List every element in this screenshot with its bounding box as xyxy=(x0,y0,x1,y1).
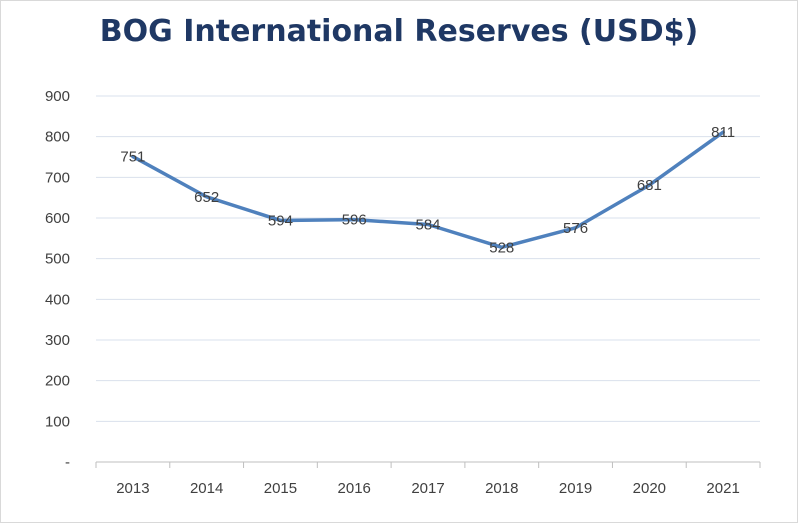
x-tick-label: 2017 xyxy=(411,480,444,497)
x-tick-label: 2013 xyxy=(116,480,149,497)
x-tick-label: 2020 xyxy=(633,480,666,497)
y-tick-label: 400 xyxy=(45,291,70,308)
gridlines xyxy=(96,95,760,422)
data-label: 528 xyxy=(489,239,514,256)
x-tick-label: 2015 xyxy=(264,480,297,497)
data-label: 584 xyxy=(415,217,440,234)
data-label: 811 xyxy=(711,124,735,141)
data-label: 576 xyxy=(563,220,588,237)
y-tick-label: 600 xyxy=(45,210,70,227)
y-tick-label: - xyxy=(65,454,70,471)
y-tick-label: 200 xyxy=(45,373,70,390)
x-axis-ticks: 2013 2014 2015 2016 2017 2018 2019 2020 2021 xyxy=(116,480,740,497)
y-axis-ticks: - 100 200 300 400 500 600 700 800 900 xyxy=(45,88,70,471)
data-label: 596 xyxy=(342,212,367,229)
y-tick-label: 100 xyxy=(45,413,70,430)
series-group xyxy=(131,130,725,250)
y-tick-label: 900 xyxy=(45,88,70,105)
y-tick-label: 300 xyxy=(45,332,70,349)
data-label: 681 xyxy=(637,177,662,194)
data-label: 594 xyxy=(268,212,293,229)
x-tick-label: 2021 xyxy=(706,480,739,497)
chart-title: BOG International Reserves (USD$) xyxy=(99,14,699,49)
data-label: 751 xyxy=(120,149,145,166)
data-label: 652 xyxy=(194,189,219,206)
y-tick-label: 500 xyxy=(45,251,70,268)
x-tick-label: 2018 xyxy=(485,480,518,497)
y-tick-label: 800 xyxy=(45,129,70,146)
x-axis xyxy=(95,461,761,468)
x-tick-label: 2016 xyxy=(338,480,371,497)
y-tick-label: 700 xyxy=(45,169,70,186)
x-tick-label: 2014 xyxy=(190,480,223,497)
series-line xyxy=(131,130,725,250)
data-labels: 751 652 594 596 584 528 576 681 811 xyxy=(120,124,735,256)
x-tick-label: 2019 xyxy=(559,480,592,497)
